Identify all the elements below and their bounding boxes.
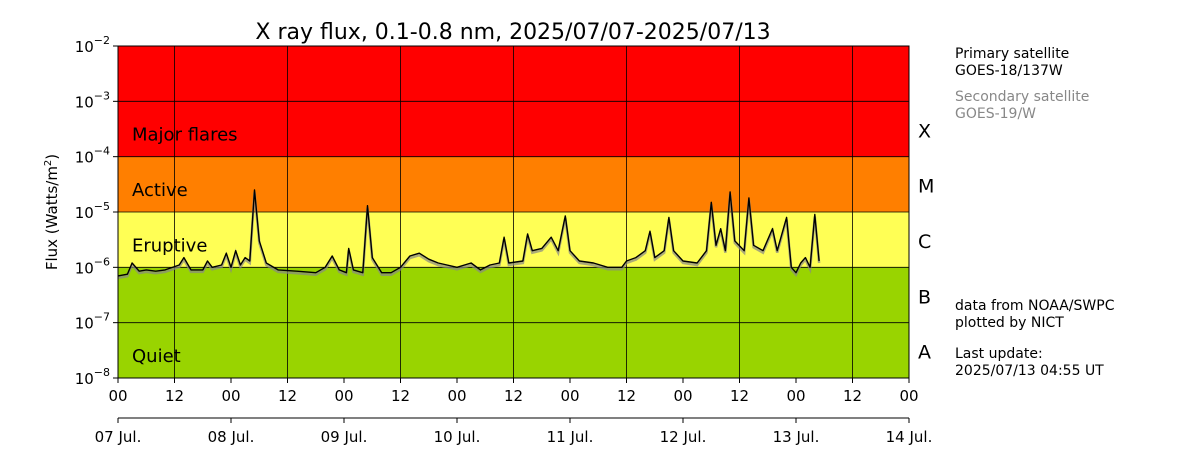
x-axis-hours: 00 12 00 12 00 12 00 12 00 12 00 12 00 12 00 xyxy=(108,378,919,405)
primary-satellite-heading: Primary satellite xyxy=(955,46,1070,62)
band-label-3: Quiet xyxy=(132,346,181,367)
x-hour-label-11: 12 xyxy=(730,387,749,405)
last-update-label: Last update: xyxy=(955,346,1043,362)
y-tick-label-2: 10−6 xyxy=(75,255,110,277)
series-line-0 xyxy=(117,189,820,277)
x-day-label-4: 11 Jul. xyxy=(547,428,594,446)
band-label-0: Major flares xyxy=(132,125,238,146)
x-day-label-2: 09 Jul. xyxy=(321,428,368,446)
flux-series xyxy=(117,189,821,280)
x-hour-label-0: 00 xyxy=(108,387,127,405)
class-label-c: C xyxy=(918,231,931,253)
data-source-credit: data from NOAA/SWPC xyxy=(955,298,1115,314)
y-tick-label-4: 10−4 xyxy=(75,145,110,167)
x-hour-label-6: 00 xyxy=(447,387,466,405)
x-day-label-0: 07 Jul. xyxy=(95,428,142,446)
last-update-time: 2025/07/13 04:55 UT xyxy=(955,363,1104,379)
y-tick-label-5: 10−3 xyxy=(75,89,110,111)
chart-title: X ray flux, 0.1-0.8 nm, 2025/07/07-2025/… xyxy=(255,20,770,45)
x-day-label-5: 12 Jul. xyxy=(660,428,707,446)
x-hour-label-9: 12 xyxy=(617,387,636,405)
band-label-1: Active xyxy=(132,180,188,201)
x-hour-label-10: 00 xyxy=(673,387,692,405)
class-label-b: B xyxy=(918,286,931,308)
y-tick-label-3: 10−5 xyxy=(75,200,110,222)
primary-satellite-name: GOES-18/137W xyxy=(955,63,1063,79)
x-hour-label-5: 12 xyxy=(391,387,410,405)
x-hour-label-2: 00 xyxy=(221,387,240,405)
plot-credit: plotted by NICT xyxy=(955,315,1064,331)
x-hour-label-8: 00 xyxy=(560,387,579,405)
class-label-m: M xyxy=(918,176,934,198)
x-hour-label-1: 12 xyxy=(165,387,184,405)
band-label-2: Eruptive xyxy=(132,235,207,256)
x-hour-label-13: 12 xyxy=(843,387,862,405)
y-tick-label-6: 10−2 xyxy=(75,34,110,56)
x-hour-label-12: 00 xyxy=(786,387,805,405)
x-hour-label-4: 00 xyxy=(334,387,353,405)
secondary-satellite-name: GOES-19/W xyxy=(955,106,1037,122)
y-axis-label: Flux (Watts/m2) xyxy=(43,154,61,270)
x-axis-days: 07 Jul. 08 Jul. 09 Jul. 10 Jul. 11 Jul. 12 Ju… xyxy=(95,417,933,446)
x-day-label-1: 08 Jul. xyxy=(208,428,255,446)
x-hour-label-14: 00 xyxy=(899,387,918,405)
y-tick-label-0: 10−8 xyxy=(75,366,110,388)
y-axis: 10−8 10−7 10−6 10−5 10−4 10−3 10−2 xyxy=(75,34,118,388)
x-hour-label-7: 12 xyxy=(504,387,523,405)
x-hour-label-3: 12 xyxy=(278,387,297,405)
y-tick-label-1: 10−7 xyxy=(75,311,110,333)
x-day-label-7: 14 Jul. xyxy=(886,428,933,446)
flare-class-labels: X M C B A xyxy=(918,120,934,363)
class-label-x: X xyxy=(918,120,931,142)
secondary-satellite-heading: Secondary satellite xyxy=(955,89,1090,105)
x-day-label-6: 13 Jul. xyxy=(773,428,820,446)
x-day-label-3: 10 Jul. xyxy=(434,428,481,446)
class-label-a: A xyxy=(918,342,931,364)
